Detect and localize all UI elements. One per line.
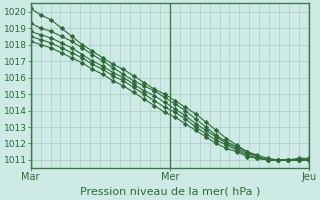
X-axis label: Pression niveau de la mer( hPa ): Pression niveau de la mer( hPa ) (80, 187, 260, 197)
